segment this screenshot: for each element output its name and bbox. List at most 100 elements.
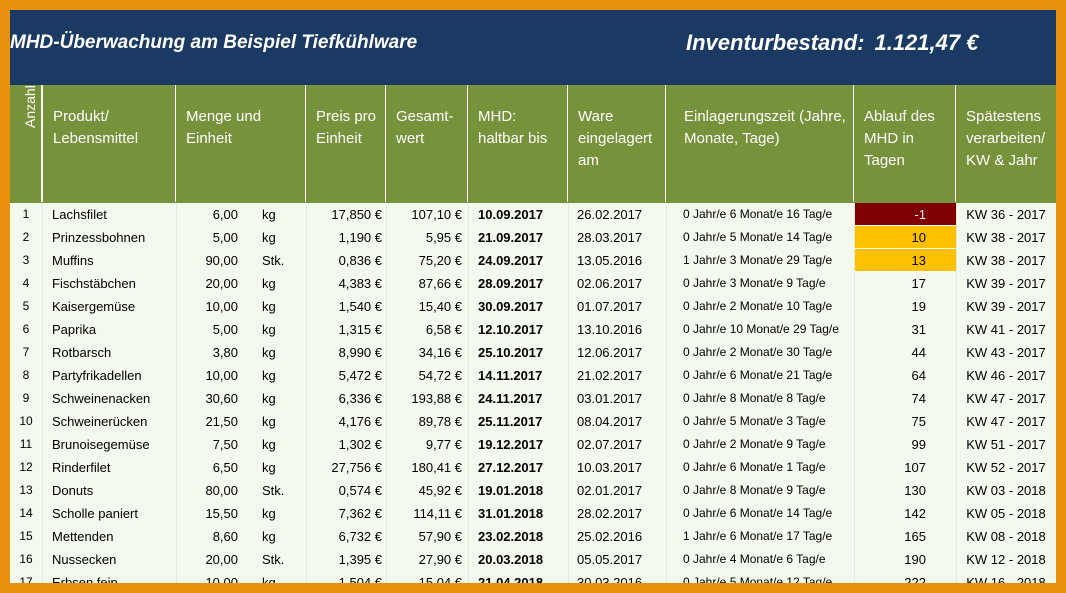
duration-cell[interactable]: 0 Jahr/e 3 Monat/e 9 Tag/e <box>683 276 826 290</box>
product-cell[interactable]: Lachsfilet <box>52 207 107 222</box>
product-cell[interactable]: Prinzessbohnen <box>52 230 146 245</box>
duration-cell[interactable]: 0 Jahr/e 2 Monat/e 30 Tag/e <box>683 345 833 359</box>
price-cell[interactable]: 1,395 € <box>338 552 382 567</box>
header-latest[interactable]: Spätestens verarbeiten/ KW & Jahr <box>966 108 1046 169</box>
row-index[interactable]: 15 <box>19 529 33 543</box>
unit-cell[interactable]: kg <box>262 529 276 544</box>
duration-cell[interactable]: 1 Jahr/e 6 Monat/e 17 Tag/e <box>683 529 833 543</box>
row-index[interactable]: 4 <box>22 276 30 290</box>
row-index[interactable]: 8 <box>22 368 30 382</box>
product-cell[interactable]: Muffins <box>52 253 94 268</box>
duration-cell[interactable]: 1 Jahr/e 3 Monat/e 29 Tag/e <box>683 253 833 267</box>
mhd-cell[interactable]: 21.09.2017 <box>478 230 544 245</box>
duration-cell[interactable]: 0 Jahr/e 6 Monat/e 21 Tag/e <box>683 368 833 382</box>
row-index[interactable]: 5 <box>22 299 30 313</box>
mhd-cell[interactable]: 12.10.2017 <box>478 322 544 337</box>
mhd-cell[interactable]: 28.09.2017 <box>478 276 544 291</box>
stored-cell[interactable]: 05.05.2017 <box>577 552 643 567</box>
days-cell[interactable]: 10 <box>911 230 926 245</box>
product-cell[interactable]: Brunoisegemüse <box>52 437 150 452</box>
unit-cell[interactable]: kg <box>262 230 276 245</box>
row-index[interactable]: 17 <box>19 575 33 583</box>
latest-week-cell[interactable]: KW 12 - 2018 <box>966 552 1046 567</box>
unit-cell[interactable]: Stk. <box>262 253 285 268</box>
product-cell[interactable]: Nussecken <box>52 552 117 567</box>
duration-cell[interactable]: 0 Jahr/e 10 Monat/e 29 Tag/e <box>683 322 839 336</box>
stored-cell[interactable]: 02.07.2017 <box>577 437 643 452</box>
price-cell[interactable]: 1,315 € <box>338 322 382 337</box>
unit-cell[interactable]: Stk. <box>262 552 285 567</box>
price-cell[interactable]: 8,990 € <box>338 345 382 360</box>
stored-cell[interactable]: 12.06.2017 <box>577 345 643 360</box>
quantity-cell[interactable]: 10,00 <box>205 575 238 583</box>
stored-cell[interactable]: 28.02.2017 <box>577 506 643 521</box>
quantity-cell[interactable]: 3,80 <box>212 345 238 360</box>
row-index[interactable]: 11 <box>19 437 33 451</box>
product-cell[interactable]: Schweinenacken <box>52 391 151 406</box>
mhd-cell[interactable]: 19.01.2018 <box>478 483 544 498</box>
mhd-cell[interactable]: 27.12.2017 <box>478 460 544 475</box>
stored-cell[interactable]: 28.03.2017 <box>577 230 643 245</box>
mhd-cell[interactable]: 31.01.2018 <box>478 506 544 521</box>
total-cell[interactable]: 15,04 € <box>418 575 462 583</box>
days-cell[interactable]: 130 <box>904 483 926 498</box>
unit-cell[interactable]: kg <box>262 368 276 383</box>
mhd-cell[interactable]: 10.09.2017 <box>478 207 544 222</box>
header-days[interactable]: Ablauf des MHD in Tagen <box>854 85 956 202</box>
total-cell[interactable]: 9,77 € <box>425 437 462 452</box>
unit-cell[interactable]: kg <box>262 276 276 291</box>
duration-cell[interactable]: 0 Jahr/e 5 Monat/e 14 Tag/e <box>683 230 833 244</box>
stored-cell[interactable]: 13.05.2016 <box>577 253 643 268</box>
row-index[interactable]: 9 <box>22 391 30 405</box>
price-cell[interactable]: 1,504 € <box>338 575 382 583</box>
price-cell[interactable]: 27,756 € <box>331 460 382 475</box>
latest-week-cell[interactable]: KW 16 - 2018 <box>966 575 1046 583</box>
latest-week-cell[interactable]: KW 39 - 2017 <box>966 299 1046 314</box>
latest-week-cell[interactable]: KW 47 - 2017 <box>966 391 1046 406</box>
product-cell[interactable]: Rotbarsch <box>52 345 112 360</box>
duration-cell[interactable]: 0 Jahr/e 4 Monat/e 6 Tag/e <box>683 552 826 566</box>
quantity-cell[interactable]: 8,60 <box>212 529 238 544</box>
price-cell[interactable]: 0,574 € <box>338 483 382 498</box>
duration-cell[interactable]: 0 Jahr/e 6 Monat/e 1 Tag/e <box>683 460 826 474</box>
unit-cell[interactable]: kg <box>262 391 276 406</box>
price-cell[interactable]: 1,302 € <box>338 437 382 452</box>
mhd-cell[interactable]: 14.11.2017 <box>478 368 543 383</box>
duration-cell[interactable]: 0 Jahr/e 5 Monat/e 3 Tag/e <box>683 414 826 428</box>
days-cell[interactable]: 44 <box>911 345 926 360</box>
days-cell[interactable]: 17 <box>911 276 926 291</box>
latest-week-cell[interactable]: KW 46 - 2017 <box>966 368 1046 383</box>
quantity-cell[interactable]: 21,50 <box>205 414 238 429</box>
stored-cell[interactable]: 10.03.2017 <box>577 460 643 475</box>
header-stored[interactable]: Ware eingelagert am <box>568 85 666 202</box>
unit-cell[interactable]: kg <box>262 506 276 521</box>
product-cell[interactable]: Paprika <box>52 322 97 337</box>
price-cell[interactable]: 5,472 € <box>338 368 382 383</box>
price-cell[interactable]: 6,732 € <box>338 529 382 544</box>
days-cell[interactable]: 222 <box>904 575 926 583</box>
quantity-cell[interactable]: 80,00 <box>205 483 238 498</box>
total-cell[interactable]: 6,58 € <box>425 322 462 337</box>
product-cell[interactable]: Scholle paniert <box>52 506 138 521</box>
stored-cell[interactable]: 02.06.2017 <box>577 276 643 291</box>
mhd-cell[interactable]: 24.11.2017 <box>478 391 543 406</box>
unit-cell[interactable]: kg <box>262 345 276 360</box>
quantity-cell[interactable]: 10,00 <box>205 299 238 314</box>
header-price[interactable]: Preis pro Einheit <box>306 85 386 202</box>
total-cell[interactable]: 87,66 € <box>418 276 462 291</box>
row-index[interactable]: 3 <box>22 253 30 267</box>
product-cell[interactable]: Donuts <box>52 483 94 498</box>
header-product[interactable]: Produkt/ Lebensmittel <box>42 85 176 202</box>
row-index[interactable]: 7 <box>22 345 30 359</box>
quantity-cell[interactable]: 7,50 <box>212 437 238 452</box>
total-cell[interactable]: 180,41 € <box>411 460 462 475</box>
quantity-cell[interactable]: 5,00 <box>212 230 238 245</box>
total-cell[interactable]: 75,20 € <box>418 253 462 268</box>
duration-cell[interactable]: 0 Jahr/e 2 Monat/e 10 Tag/e <box>683 299 833 313</box>
duration-cell[interactable]: 0 Jahr/e 6 Monat/e 14 Tag/e <box>683 506 833 520</box>
quantity-cell[interactable]: 5,00 <box>212 322 238 337</box>
unit-cell[interactable]: kg <box>262 460 276 475</box>
days-cell[interactable]: 64 <box>911 368 926 383</box>
product-cell[interactable]: Kaisergemüse <box>52 299 136 314</box>
stored-cell[interactable]: 21.02.2017 <box>577 368 643 383</box>
